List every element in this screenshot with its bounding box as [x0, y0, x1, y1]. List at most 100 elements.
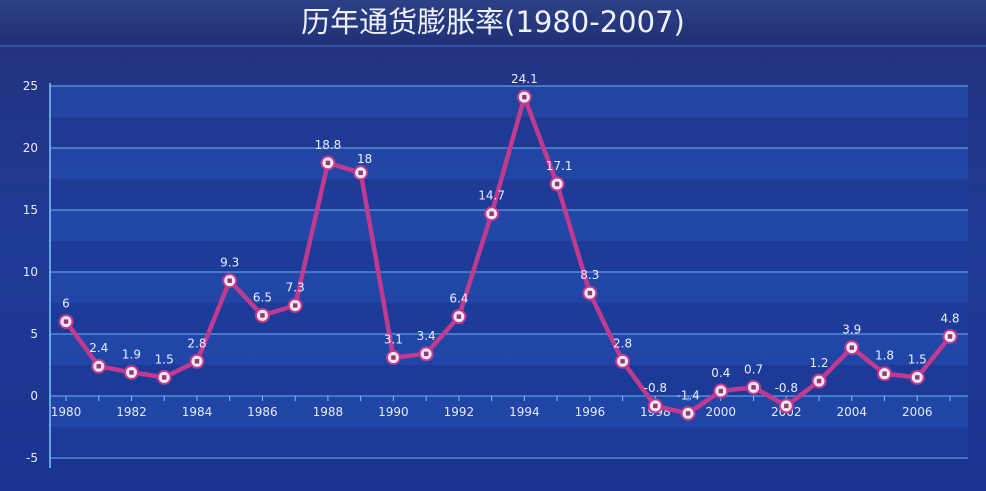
data-label: 0.4 [711, 366, 730, 380]
data-point-center [522, 94, 527, 100]
data-point-center [587, 290, 593, 296]
data-point-center [849, 345, 854, 350]
data-point [254, 307, 270, 323]
data-label: 7.3 [286, 280, 305, 294]
data-point [451, 309, 467, 325]
data-point-center [915, 375, 920, 380]
data-point [877, 366, 893, 382]
data-point [647, 398, 663, 414]
y-tick-label: 10 [23, 265, 38, 279]
y-tick-label: 20 [23, 141, 38, 155]
plot-band [50, 241, 968, 272]
plot-band [50, 427, 968, 458]
data-point [91, 358, 107, 374]
data-point-center [325, 160, 331, 166]
data-point-center [63, 319, 69, 324]
x-tick-label: 2006 [902, 405, 933, 419]
data-point [942, 328, 958, 344]
data-label: 1.9 [122, 347, 141, 361]
data-label: 2.4 [89, 341, 108, 355]
data-label: 8.3 [580, 268, 599, 282]
data-point [222, 273, 238, 289]
data-point-center [620, 359, 625, 364]
data-label: 1.5 [155, 352, 174, 366]
x-tick-label: 1992 [444, 405, 475, 419]
x-tick-label: 1984 [182, 405, 213, 419]
data-point-center [554, 181, 560, 187]
data-label: 3.9 [842, 323, 861, 337]
data-label: 2.8 [613, 336, 632, 350]
plot-band [50, 396, 968, 427]
data-point-center [882, 371, 887, 376]
data-label: 0.7 [744, 362, 763, 376]
x-tick-label: 1996 [575, 405, 606, 419]
data-label: 3.1 [384, 333, 403, 347]
data-point-center [489, 211, 494, 216]
data-point [287, 297, 303, 313]
data-label: -0.8 [644, 381, 667, 395]
x-tick-label: 1994 [509, 405, 540, 419]
x-axis-ticks: 1980198219841986198819901992199419961998… [51, 396, 951, 419]
data-point-center [96, 364, 101, 369]
data-label: 4.8 [940, 311, 959, 325]
x-tick-label: 1988 [313, 405, 344, 419]
data-point [156, 369, 172, 385]
data-point [615, 353, 631, 369]
data-label: 6.4 [449, 292, 468, 306]
data-label: 3.4 [417, 329, 436, 343]
x-tick-label: 1980 [51, 405, 82, 419]
data-point [680, 405, 696, 421]
data-point [516, 89, 532, 105]
data-point [713, 383, 729, 399]
data-label: 1.8 [875, 349, 894, 363]
data-point [746, 379, 762, 395]
plot-band [50, 117, 968, 148]
data-label: 18.8 [315, 138, 342, 152]
data-label: -1.4 [676, 388, 699, 402]
data-point-center [816, 378, 822, 384]
data-point-center [784, 403, 789, 409]
data-point-center [227, 278, 232, 283]
data-point-center [292, 303, 298, 308]
data-point-center [260, 313, 265, 318]
plot-band [50, 179, 968, 210]
data-point [549, 176, 565, 192]
y-tick-label: 15 [23, 203, 38, 217]
series-polyline [63, 94, 953, 416]
x-tick-label: 1986 [247, 405, 278, 419]
data-point [778, 398, 794, 414]
data-point-center [653, 403, 658, 409]
x-tick-label: 2004 [837, 405, 868, 419]
data-labels: 6 2.4 1.9 1.5 2.8 9.3 6.5 7.3 18.8 18 3.1 3.4 6.4 14.… [62, 72, 959, 402]
data-point-center [685, 411, 691, 416]
data-point-center [358, 170, 363, 175]
plot-bands [50, 86, 968, 458]
series-line [63, 94, 953, 416]
data-label: 2.8 [187, 336, 206, 350]
data-point-center [162, 375, 167, 380]
data-label: -0.8 [775, 381, 798, 395]
data-point [123, 364, 139, 380]
data-point-center [456, 314, 462, 319]
data-point [582, 285, 598, 301]
data-point [844, 340, 860, 356]
data-point-center [751, 385, 756, 390]
x-tick-label: 1982 [116, 405, 147, 419]
data-point [58, 314, 74, 330]
title-band [0, 0, 986, 46]
data-label: 1.5 [908, 352, 927, 366]
plot-band [50, 303, 968, 334]
data-point [418, 346, 434, 362]
data-label: 1.2 [809, 356, 828, 370]
data-label: 18 [357, 152, 372, 166]
data-point [320, 155, 336, 171]
data-point [385, 350, 401, 366]
y-tick-label: -5 [26, 451, 38, 465]
data-point [484, 206, 500, 222]
data-point-center [718, 388, 724, 394]
data-point-center [194, 359, 200, 364]
y-tick-label: 25 [23, 79, 38, 93]
data-label: 14.7 [478, 189, 505, 203]
